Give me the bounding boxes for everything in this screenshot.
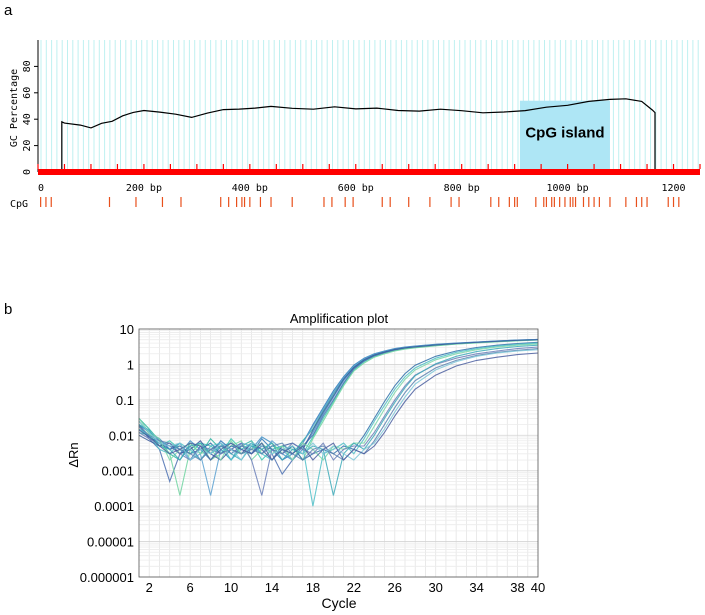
gc-y-tick-label-zero: 0 xyxy=(22,169,33,175)
panel-a-label: a xyxy=(4,2,13,19)
amp-x-tick-label-8: 34 xyxy=(469,580,483,595)
gc-grid xyxy=(40,40,699,172)
amp-x-tick-label-4: 18 xyxy=(306,580,320,595)
gc-y-tick-label-0: 20 xyxy=(22,140,33,152)
amplification-y-axis-label: ΔRn xyxy=(66,442,81,467)
amplification-x-axis-label: Cycle xyxy=(321,595,356,611)
gc-x-tick-label-2: 400 bp xyxy=(232,183,268,194)
gc-x-tick-label-1: 200 bp xyxy=(126,183,162,194)
cpg-track: CpG xyxy=(10,197,680,210)
amp-x-tick-label-1: 6 xyxy=(187,580,194,595)
panel-b-label: b xyxy=(4,301,12,318)
amp-x-tick-label-10: 40 xyxy=(531,580,545,595)
amp-y-tick-label-7: 0.000001 xyxy=(80,570,134,585)
amplification-series-line-8 xyxy=(138,341,539,461)
amp-x-tick-label-0: 2 xyxy=(146,580,153,595)
amplification-y-tick-labels: 10 1 0.1 0.01 0.001 0.0001 0.00001 0.000001 xyxy=(80,322,134,585)
amp-x-tick-label-5: 22 xyxy=(347,580,361,595)
gc-y-tick-label-1: 40 xyxy=(22,113,33,125)
amplification-series xyxy=(138,338,539,507)
amp-y-tick-label-5: 0.0001 xyxy=(94,499,134,514)
amp-x-tick-label-3: 14 xyxy=(265,580,279,595)
amp-x-tick-label-7: 30 xyxy=(428,580,442,595)
amp-y-tick-label-3: 0.01 xyxy=(109,428,134,443)
gc-x-tick-label-4: 800 bp xyxy=(444,183,480,194)
gc-baseline-bar xyxy=(38,169,700,175)
cpg-island-annotation: CpG island xyxy=(519,100,610,172)
amplification-chart: Amplification plot 10 1 0.1 0.01 0.001 0.0001… xyxy=(66,311,545,611)
gc-x-tick-label-0: 0 xyxy=(38,183,44,194)
gc-y-tick-label-3: 80 xyxy=(22,60,33,72)
amp-y-tick-label-1: 1 xyxy=(127,357,134,372)
gc-x-tick-label-6: 1200 xyxy=(661,183,685,194)
amp-y-tick-label-6: 0.00001 xyxy=(87,535,134,550)
gc-y-axis-label: GC Percentage xyxy=(9,69,20,147)
gc-y-tick-labels: 20 40 60 80 0 xyxy=(22,60,33,175)
cpg-island-label: CpG island xyxy=(525,125,604,142)
amp-x-tick-label-9: 38 xyxy=(510,580,524,595)
gc-x-tick-label-5: 1000 bp xyxy=(547,183,589,194)
amp-y-tick-label-4: 0.001 xyxy=(101,464,134,479)
amplification-title: Amplification plot xyxy=(290,311,389,326)
amplification-series-line-10 xyxy=(138,343,539,461)
amp-plot-frame xyxy=(138,328,539,578)
amplification-series-line-14 xyxy=(138,349,539,461)
gc-percentage-line xyxy=(38,98,700,173)
cpg-track-label: CpG xyxy=(10,199,28,210)
gc-axes xyxy=(34,40,39,172)
amp-x-tick-label-6: 26 xyxy=(388,580,402,595)
gc-y-tick-label-2: 60 xyxy=(22,87,33,99)
gc-content-chart: CpG island 0 200 bp 400 bp 600 bp 800 bp 1000… xyxy=(9,40,701,210)
amp-y-tick-label-0: 10 xyxy=(120,322,134,337)
amp-y-tick-label-2: 0.1 xyxy=(116,393,134,408)
amplification-grid xyxy=(139,329,538,578)
amplification-series-line-15 xyxy=(138,352,539,461)
amplification-axes xyxy=(138,328,539,578)
amp-x-tick-label-2: 10 xyxy=(224,580,238,595)
amplification-x-tick-labels: 2 6 10 14 18 22 26 30 34 38 40 xyxy=(146,580,546,595)
gc-x-tick-labels: 0 200 bp 400 bp 600 bp 800 bp 1000 bp 1200 xyxy=(38,183,686,194)
gc-x-tick-label-3: 600 bp xyxy=(338,183,374,194)
cpg-island-region xyxy=(519,100,610,172)
amplification-series-line-13 xyxy=(138,348,539,461)
gc-baseline xyxy=(37,164,701,175)
